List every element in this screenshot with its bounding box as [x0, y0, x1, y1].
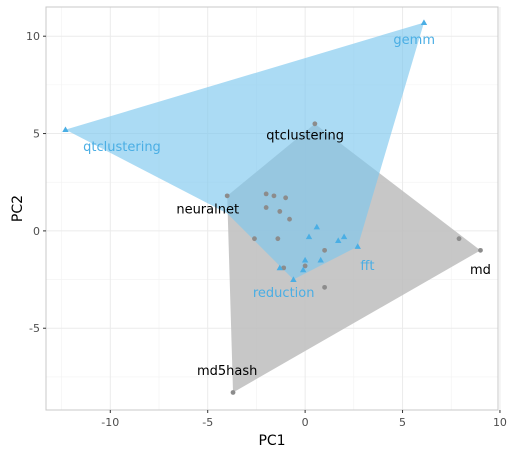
data-point-circle — [302, 263, 308, 269]
data-point-circle — [283, 195, 289, 201]
point-label: fft — [360, 259, 374, 274]
data-point-triangle — [420, 19, 428, 25]
data-point-triangle — [299, 266, 307, 273]
data-point-circle — [277, 209, 283, 214]
point-label: gemm — [393, 33, 435, 48]
data-point-circle — [263, 191, 269, 197]
y-tick-label: 10 — [26, 30, 40, 43]
y-tick-label: 5 — [33, 128, 40, 141]
data-points — [62, 19, 483, 395]
data-point-triangle — [335, 237, 342, 244]
data-point-triangle — [305, 233, 313, 240]
data-point-triangle — [301, 256, 309, 263]
point-label: md — [470, 263, 491, 278]
x-axis-title: PC1 — [258, 433, 285, 449]
data-point-circle — [478, 247, 483, 253]
x-tick-label: 0 — [302, 416, 309, 429]
x-tick-label: -5 — [202, 416, 213, 429]
data-point-circle — [263, 205, 269, 210]
point-label: md5hash — [197, 364, 257, 379]
data-point-circle — [456, 236, 462, 242]
data-point-circle — [271, 193, 277, 199]
x-tick-label: 5 — [399, 416, 406, 429]
y-axis-title: PC2 — [10, 195, 26, 222]
x-tick-label: 10 — [493, 416, 507, 429]
data-point-circle — [230, 390, 236, 395]
data-point-circle — [312, 121, 318, 127]
data-point-circle — [224, 193, 230, 199]
x-tick-label: -10 — [101, 416, 119, 429]
axis-ticks: -10 -5 0 5 10 -5 0 5 10 — [26, 30, 507, 429]
data-point-triangle — [313, 223, 321, 230]
point-label: reduction — [253, 286, 315, 301]
y-tick-label: 0 — [33, 225, 40, 238]
data-point-circle — [322, 284, 328, 290]
point-label: qtclustering — [266, 128, 344, 143]
cluster-hulls — [65, 22, 481, 393]
point-labels: md5hash neuralnet qtclustering md gemm qtclus… — [83, 33, 491, 379]
data-point-circle — [252, 236, 257, 242]
data-point-triangle — [62, 126, 69, 133]
point-label: qtclustering — [83, 140, 161, 155]
data-point-circle — [275, 236, 281, 242]
hull-blue-cluster — [65, 22, 424, 280]
data-point-triangle — [354, 243, 361, 249]
y-tick-label: -5 — [29, 322, 40, 335]
data-point-circle — [281, 265, 287, 271]
panel-border — [45, 6, 499, 411]
data-point-triangle — [290, 276, 297, 282]
data-point-triangle — [276, 264, 283, 271]
point-label: neuralnet — [176, 202, 239, 217]
data-point-circle — [322, 247, 328, 253]
data-point-circle — [287, 216, 292, 222]
data-point-triangle — [317, 256, 324, 263]
data-point-triangle — [340, 233, 348, 240]
